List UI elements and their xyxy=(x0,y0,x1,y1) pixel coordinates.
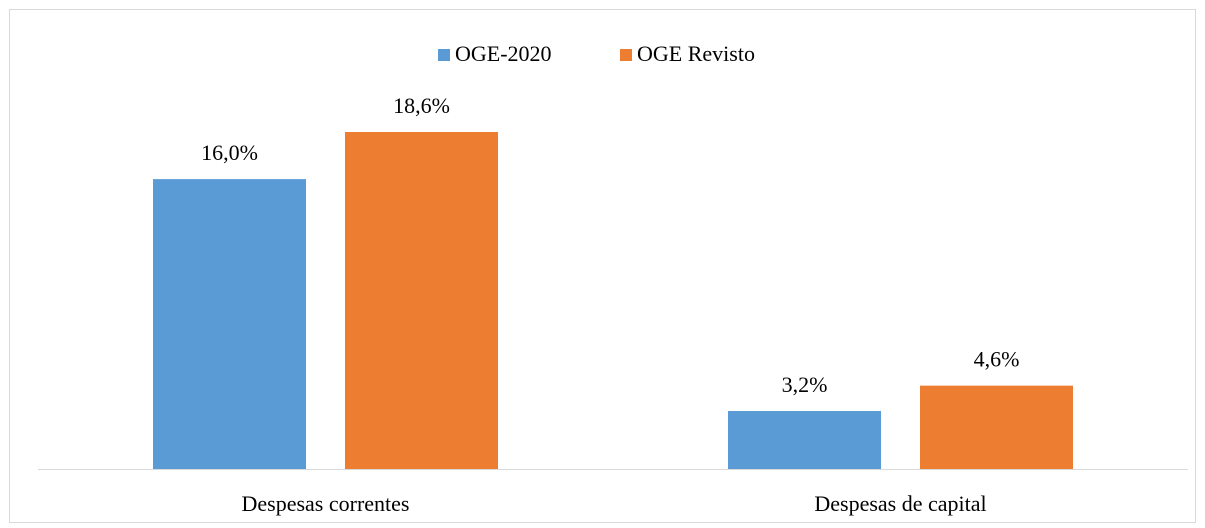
bar xyxy=(345,132,498,469)
legend-swatch xyxy=(620,49,632,61)
bar xyxy=(728,411,881,469)
bar xyxy=(920,385,1073,469)
bar xyxy=(153,179,306,469)
x-tick-label: Despesas de capital xyxy=(814,491,986,516)
legend-label: OGE-2020 xyxy=(455,41,552,66)
data-label: 18,6% xyxy=(393,93,450,118)
data-label: 4,6% xyxy=(974,347,1020,372)
data-label: 16,0% xyxy=(201,140,258,165)
legend-swatch xyxy=(438,49,450,61)
data-label: 3,2% xyxy=(782,372,828,397)
legend-label: OGE Revisto xyxy=(637,41,755,66)
x-tick-label: Despesas correntes xyxy=(242,491,410,516)
